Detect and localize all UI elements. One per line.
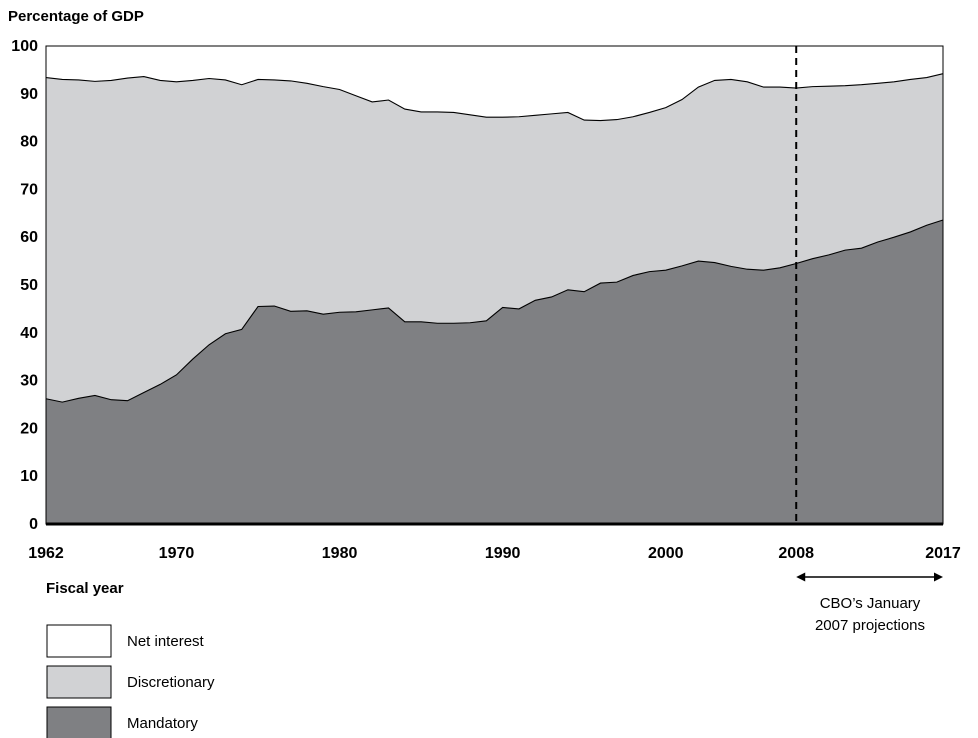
y-tick-label: 70 xyxy=(20,181,38,198)
legend-swatch-mandatory xyxy=(46,706,112,738)
y-tick-label: 40 xyxy=(20,325,38,342)
y-tick-label: 100 xyxy=(11,38,38,55)
boundary-discretionary xyxy=(45,73,944,122)
x-tick-label: 1962 xyxy=(28,545,64,562)
area-net-interest xyxy=(46,46,943,121)
legend: Net interest Discretionary Mandatory xyxy=(46,624,215,738)
y-tick-label: 60 xyxy=(20,229,38,246)
y-tick-label: 10 xyxy=(20,468,38,485)
legend-swatch-discretionary xyxy=(46,665,112,699)
x-tick-label: 1970 xyxy=(159,545,195,562)
projection-arrow-right xyxy=(934,572,943,582)
y-axis-label: Percentage of GDP xyxy=(8,8,144,25)
area-mandatory xyxy=(46,219,943,525)
area-discretionary xyxy=(46,73,943,403)
x-tick-label: 2017 xyxy=(925,545,961,562)
legend-label-discretionary: Discretionary xyxy=(127,674,215,691)
legend-label-net-interest: Net interest xyxy=(127,633,205,650)
projection-label-line2: 2007 projections xyxy=(815,617,925,634)
boundary-mandatory xyxy=(45,219,944,403)
x-axis-label: Fiscal year xyxy=(46,580,124,597)
y-axis: 0 10 20 30 40 50 60 70 80 90 100 xyxy=(11,38,38,533)
x-axis: 1962 1970 1980 1990 2000 2008 2017 xyxy=(28,545,961,562)
plot-area xyxy=(45,45,944,526)
y-tick-label: 90 xyxy=(20,86,38,103)
y-tick-label: 30 xyxy=(20,373,38,390)
y-tick-label: 80 xyxy=(20,134,38,151)
projection-annotation: CBO’s January 2007 projections xyxy=(796,572,943,634)
projection-label-line1: CBO’s January xyxy=(820,595,921,612)
y-tick-label: 20 xyxy=(20,420,38,437)
legend-label-mandatory: Mandatory xyxy=(127,715,198,732)
y-tick-label: 0 xyxy=(29,516,38,533)
projection-arrow-left xyxy=(796,572,806,582)
x-tick-label: 2000 xyxy=(648,545,684,562)
legend-swatch-net-interest xyxy=(46,624,112,658)
x-tick-label: 1980 xyxy=(322,545,358,562)
y-tick-label: 50 xyxy=(20,277,38,294)
x-tick-label: 1990 xyxy=(485,545,521,562)
x-tick-label: 2008 xyxy=(778,545,814,562)
